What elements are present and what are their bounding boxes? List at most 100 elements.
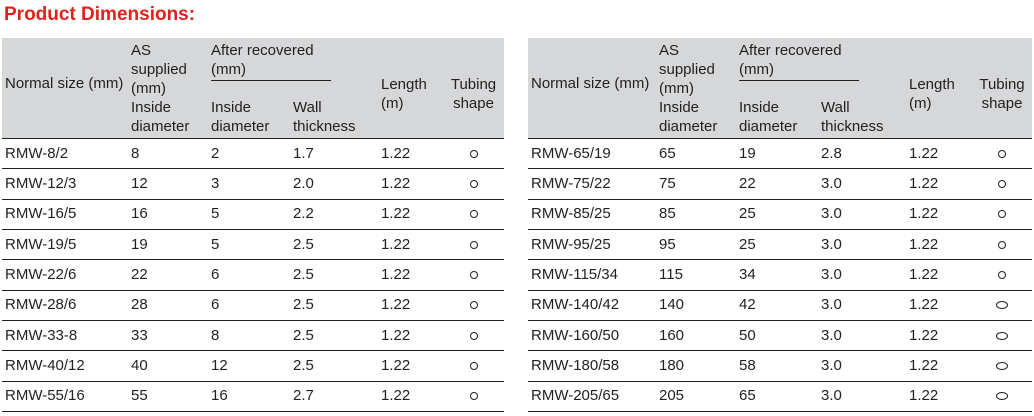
cell-supplied-inside-diameter: 40 <box>131 356 148 374</box>
header-wall-thickness: Wall thickness <box>293 99 356 135</box>
header-as-supplied: AS supplied (mm) <box>659 42 715 97</box>
cell-wall-thickness: 2.5 <box>293 326 314 344</box>
cell-length: 1.22 <box>381 235 411 253</box>
cell-supplied-inside-diameter: 65 <box>659 144 676 162</box>
cell-wall-thickness: 2.5 <box>293 235 314 253</box>
cell-size: RMW-180/58 <box>531 356 620 374</box>
round-small-icon <box>469 331 478 340</box>
header-inside-diameter-recovered: Inside diameter <box>739 99 798 135</box>
round-small-icon <box>469 149 478 158</box>
table-row: RMW-55/16 55 16 2.7 1.22 <box>2 381 504 412</box>
round-small-icon <box>469 180 478 189</box>
cell-wall-thickness: 3.0 <box>821 387 842 405</box>
cell-length: 1.22 <box>909 144 939 162</box>
cell-supplied-inside-diameter: 115 <box>659 265 683 283</box>
cell-wall-thickness: 2.8 <box>821 144 842 162</box>
cell-wall-thickness: 3.0 <box>821 235 842 253</box>
oval-icon <box>996 392 1008 401</box>
cell-supplied-inside-diameter: 95 <box>659 235 676 253</box>
cell-tubing-shape <box>972 351 1032 381</box>
cell-tubing-shape <box>972 381 1032 411</box>
table-row: RMW-140/42 140 42 3.0 1.22 <box>528 290 1032 320</box>
round-small-icon <box>998 149 1006 158</box>
cell-tubing-shape <box>443 290 504 320</box>
cell-supplied-inside-diameter: 205 <box>659 387 685 405</box>
header-after-recovered: After recovered (mm) <box>739 38 909 98</box>
cell-tubing-shape <box>972 229 1032 259</box>
cell-recovered-inside-diameter: 34 <box>739 265 756 283</box>
cell-tubing-shape <box>443 229 504 259</box>
table-row: RMW-33-8 33 8 2.5 1.22 <box>2 320 504 350</box>
oval-icon <box>996 331 1008 340</box>
cell-tubing-shape <box>443 351 504 381</box>
cell-wall-thickness: 3.0 <box>821 326 842 344</box>
cell-supplied-inside-diameter: 85 <box>659 205 676 223</box>
cell-tubing-shape <box>972 199 1032 229</box>
header-inside-diameter-supplied: Inside diameter <box>659 99 718 135</box>
table-row: RMW-28/6 28 6 2.5 1.22 <box>2 290 504 320</box>
cell-tubing-shape <box>443 320 504 350</box>
oval-icon <box>996 301 1008 310</box>
cell-size: RMW-40/12 <box>5 356 85 374</box>
cell-size: RMW-16/5 <box>5 205 77 223</box>
header-after-recovered: After recovered (mm) <box>211 38 381 98</box>
cell-size: RMW-205/65 <box>531 387 620 405</box>
cell-length: 1.22 <box>381 144 411 162</box>
cell-length: 1.22 <box>909 265 939 283</box>
dimensions-table-left: Normal size (mm) AS supplied (mm) After … <box>2 38 504 412</box>
cell-supplied-inside-diameter: 12 <box>131 174 148 192</box>
cell-length: 1.22 <box>381 174 411 192</box>
cell-tubing-shape <box>443 169 504 199</box>
cell-wall-thickness: 3.0 <box>821 356 842 374</box>
cell-size: RMW-140/42 <box>531 296 620 314</box>
header-inside-diameter-supplied: Inside diameter <box>131 99 190 135</box>
cell-supplied-inside-diameter: 33 <box>131 326 148 344</box>
header-tubing-shape: Tubing shape <box>450 76 497 112</box>
header-after-recovered-label: After recovered (mm) <box>211 41 331 81</box>
cell-recovered-inside-diameter: 19 <box>739 144 756 162</box>
cell-supplied-inside-diameter: 75 <box>659 174 676 192</box>
round-small-icon <box>998 180 1006 189</box>
cell-recovered-inside-diameter: 16 <box>211 387 228 405</box>
cell-supplied-inside-diameter: 22 <box>131 265 148 283</box>
table-row: RMW-75/22 75 22 3.0 1.22 <box>528 168 1032 199</box>
cell-length: 1.22 <box>909 205 939 223</box>
table-row: RMW-205/65 205 65 3.0 1.22 <box>528 381 1032 412</box>
round-small-icon <box>998 240 1006 249</box>
cell-recovered-inside-diameter: 2 <box>211 144 220 162</box>
cell-size: RMW-85/25 <box>531 205 611 223</box>
table-row: RMW-40/12 40 12 2.5 1.22 <box>2 350 504 381</box>
cell-length: 1.22 <box>909 356 939 374</box>
cell-size: RMW-12/3 <box>5 174 77 192</box>
cell-size: RMW-19/5 <box>5 235 77 253</box>
cell-recovered-inside-diameter: 50 <box>739 326 756 344</box>
cell-supplied-inside-diameter: 140 <box>659 296 685 314</box>
cell-supplied-inside-diameter: 180 <box>659 356 685 374</box>
cell-wall-thickness: 2.5 <box>293 296 314 314</box>
cell-recovered-inside-diameter: 5 <box>211 235 220 253</box>
header-as-supplied: AS supplied (mm) <box>131 42 187 97</box>
round-small-icon <box>998 271 1006 279</box>
oval-icon <box>996 361 1008 370</box>
cell-supplied-inside-diameter: 8 <box>131 144 140 162</box>
cell-wall-thickness: 3.0 <box>821 265 842 283</box>
cell-tubing-shape <box>972 260 1032 290</box>
table-row: RMW-19/5 19 5 2.5 1.22 <box>2 229 504 259</box>
cell-length: 1.22 <box>909 326 939 344</box>
cell-recovered-inside-diameter: 5 <box>211 205 220 223</box>
header-after-recovered-label: After recovered (mm) <box>739 41 859 81</box>
cell-supplied-inside-diameter: 55 <box>131 387 148 405</box>
cell-recovered-inside-diameter: 12 <box>211 356 228 374</box>
cell-recovered-inside-diameter: 25 <box>739 205 756 223</box>
table-row: RMW-12/3 12 3 2.0 1.22 <box>2 168 504 199</box>
header-normal-size: Normal size (mm) <box>531 75 650 92</box>
cell-wall-thickness: 2.2 <box>293 205 314 223</box>
cell-length: 1.22 <box>909 174 939 192</box>
round-small-icon <box>469 240 478 249</box>
header-wall-thickness: Wall thickness <box>821 99 884 135</box>
cell-wall-thickness: 3.0 <box>821 296 842 314</box>
cell-length: 1.22 <box>909 235 939 253</box>
round-small-icon <box>469 392 478 401</box>
cell-wall-thickness: 3.0 <box>821 174 842 192</box>
header-length: Length (m) <box>909 76 955 112</box>
